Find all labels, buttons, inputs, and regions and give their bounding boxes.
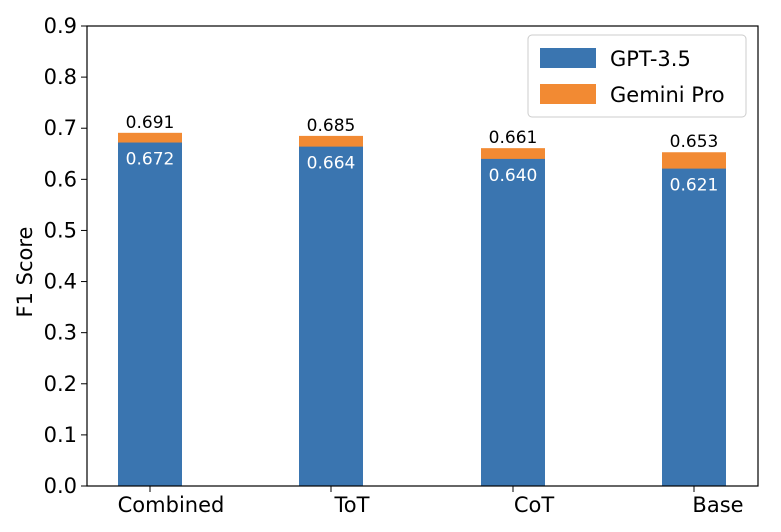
y-tick-label: 0.2 <box>44 372 77 396</box>
bar-gpt-3-5-base <box>662 168 726 486</box>
y-axis-title: F1 Score <box>13 227 37 318</box>
y-tick-label: 0.6 <box>44 167 77 191</box>
y-tick-label: 0.9 <box>44 14 77 38</box>
plot-frame <box>86 25 759 487</box>
legend: GPT-3.5 Gemini Pro <box>527 34 747 118</box>
y-tick-label: 0.8 <box>44 65 77 89</box>
value-label-gpt-3-5-base: 0.621 <box>670 176 719 196</box>
legend-swatch-gemini-pro <box>540 84 596 104</box>
value-labels-layer: 0.691 0.672 0.685 0.664 0.661 0.640 0.653 0.621 <box>126 113 719 196</box>
axes-layer: Combined ToT CoT Base 0.0 0.1 0.2 0.3 0.4 0.5 0.6 0… <box>44 14 759 517</box>
value-label-gpt-3-5-cot: 0.640 <box>489 166 538 186</box>
legend-label-gemini-pro: Gemini Pro <box>610 83 725 107</box>
value-label-gpt-3-5-combined: 0.672 <box>126 150 175 170</box>
value-label-gemini-pro-base: 0.653 <box>670 132 719 152</box>
x-tick-label-base: Base <box>692 493 743 517</box>
bar-gpt-3-5-cot <box>481 158 545 486</box>
x-tick-label-combined: Combined <box>118 493 225 517</box>
y-tick-label: 0.5 <box>44 218 77 242</box>
y-tick-label: 0.1 <box>44 423 77 447</box>
bar-gpt-3-5-tot <box>299 146 363 486</box>
value-label-gemini-pro-tot: 0.685 <box>307 116 356 136</box>
y-tick-label: 0.0 <box>44 474 77 498</box>
bars-layer <box>118 132 726 487</box>
y-tick-label: 0.3 <box>44 321 77 345</box>
bar-gpt-3-5-combined <box>118 142 182 487</box>
legend-label-gpt-3-5: GPT-3.5 <box>610 47 691 71</box>
x-tick-label-tot: ToT <box>334 493 370 517</box>
y-tick-label: 0.7 <box>44 116 77 140</box>
value-label-gemini-pro-combined: 0.691 <box>126 113 175 133</box>
legend-swatch-gpt-3-5 <box>540 48 596 68</box>
x-tick-label-cot: CoT <box>514 493 555 517</box>
y-tick-label: 0.4 <box>44 270 77 294</box>
value-label-gpt-3-5-tot: 0.664 <box>307 154 356 174</box>
value-label-gemini-pro-cot: 0.661 <box>489 128 538 148</box>
